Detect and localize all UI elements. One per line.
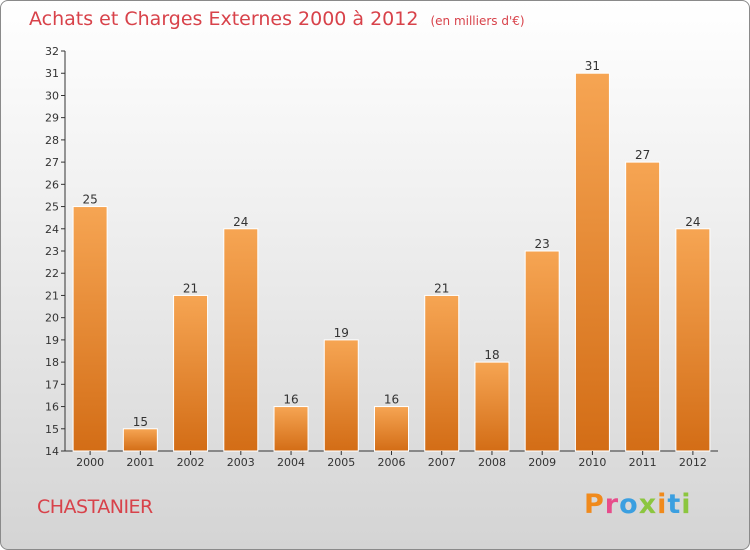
y-tick-label: 30 (45, 89, 59, 102)
brand-letter: x (638, 489, 658, 520)
data-label: 18 (484, 348, 499, 362)
data-label: 19 (334, 326, 349, 340)
data-label: 15 (133, 415, 148, 429)
data-label: 21 (434, 281, 449, 295)
data-label: 31 (585, 59, 600, 73)
y-tick-label: 21 (45, 289, 59, 302)
brand-letter: P (584, 489, 605, 520)
data-label: 24 (685, 215, 700, 229)
chart-unit: (en milliers d'€) (430, 14, 525, 28)
data-label: 21 (183, 281, 198, 295)
data-label: 24 (233, 215, 248, 229)
y-tick-label: 23 (45, 245, 59, 258)
bar (374, 406, 409, 452)
data-label: 25 (82, 193, 97, 207)
bar (675, 228, 711, 452)
y-tick-label: 14 (45, 445, 59, 458)
y-tick-label: 26 (45, 178, 59, 191)
x-tick-label: 2003 (227, 456, 255, 469)
bar (223, 228, 259, 452)
bar (173, 294, 209, 452)
y-tick-label: 27 (45, 156, 59, 169)
y-tick-label: 32 (45, 45, 59, 58)
bar (625, 161, 661, 452)
data-label: 16 (283, 393, 298, 407)
y-tick-label: 25 (45, 201, 59, 214)
y-tick-label: 29 (45, 112, 59, 125)
y-tick-label: 15 (45, 423, 59, 436)
x-tick-label: 2007 (428, 456, 456, 469)
data-label: 23 (535, 237, 550, 251)
y-tick-label: 24 (45, 223, 59, 236)
brand-letter: o (619, 489, 639, 520)
y-tick-label: 19 (45, 334, 59, 347)
x-tick-label: 2006 (378, 456, 406, 469)
x-tick-label: 2008 (478, 456, 506, 469)
bar (273, 406, 309, 452)
bar (524, 250, 560, 452)
y-tick-label: 18 (45, 356, 59, 369)
x-tick-label: 2010 (578, 456, 606, 469)
y-tick-label: 31 (45, 67, 59, 80)
x-tick-label: 2011 (629, 456, 657, 469)
x-tick-label: 2005 (327, 456, 355, 469)
bar (574, 72, 610, 452)
y-tick-label: 20 (45, 312, 59, 325)
bar (323, 339, 359, 452)
data-label: 27 (635, 148, 650, 162)
y-tick-label: 22 (45, 267, 59, 280)
brand-letter: i (657, 489, 668, 520)
bar (122, 428, 158, 452)
bar (474, 361, 510, 452)
y-tick-label: 16 (45, 401, 59, 414)
brand-letter: t (667, 489, 682, 520)
y-tick-label: 17 (45, 378, 59, 391)
x-tick-label: 2000 (76, 456, 104, 469)
y-tick-label: 28 (45, 134, 59, 147)
x-tick-label: 2009 (528, 456, 556, 469)
x-tick-label: 2012 (679, 456, 707, 469)
brand-letter: i (681, 489, 692, 520)
x-tick-label: 2002 (177, 456, 205, 469)
x-tick-label: 2004 (277, 456, 305, 469)
data-label: 16 (384, 393, 399, 407)
title-block: Achats et Charges Externes 2000 à 2012 (e… (29, 8, 525, 30)
x-tick-label: 2001 (126, 456, 154, 469)
chart-title: Achats et Charges Externes 2000 à 2012 (29, 8, 419, 30)
brand-logo: Proxiti (584, 489, 692, 520)
bar (424, 294, 460, 452)
commune-name: CHASTANIER (37, 496, 153, 518)
brand-letter: r (604, 489, 620, 520)
bar (72, 206, 108, 452)
